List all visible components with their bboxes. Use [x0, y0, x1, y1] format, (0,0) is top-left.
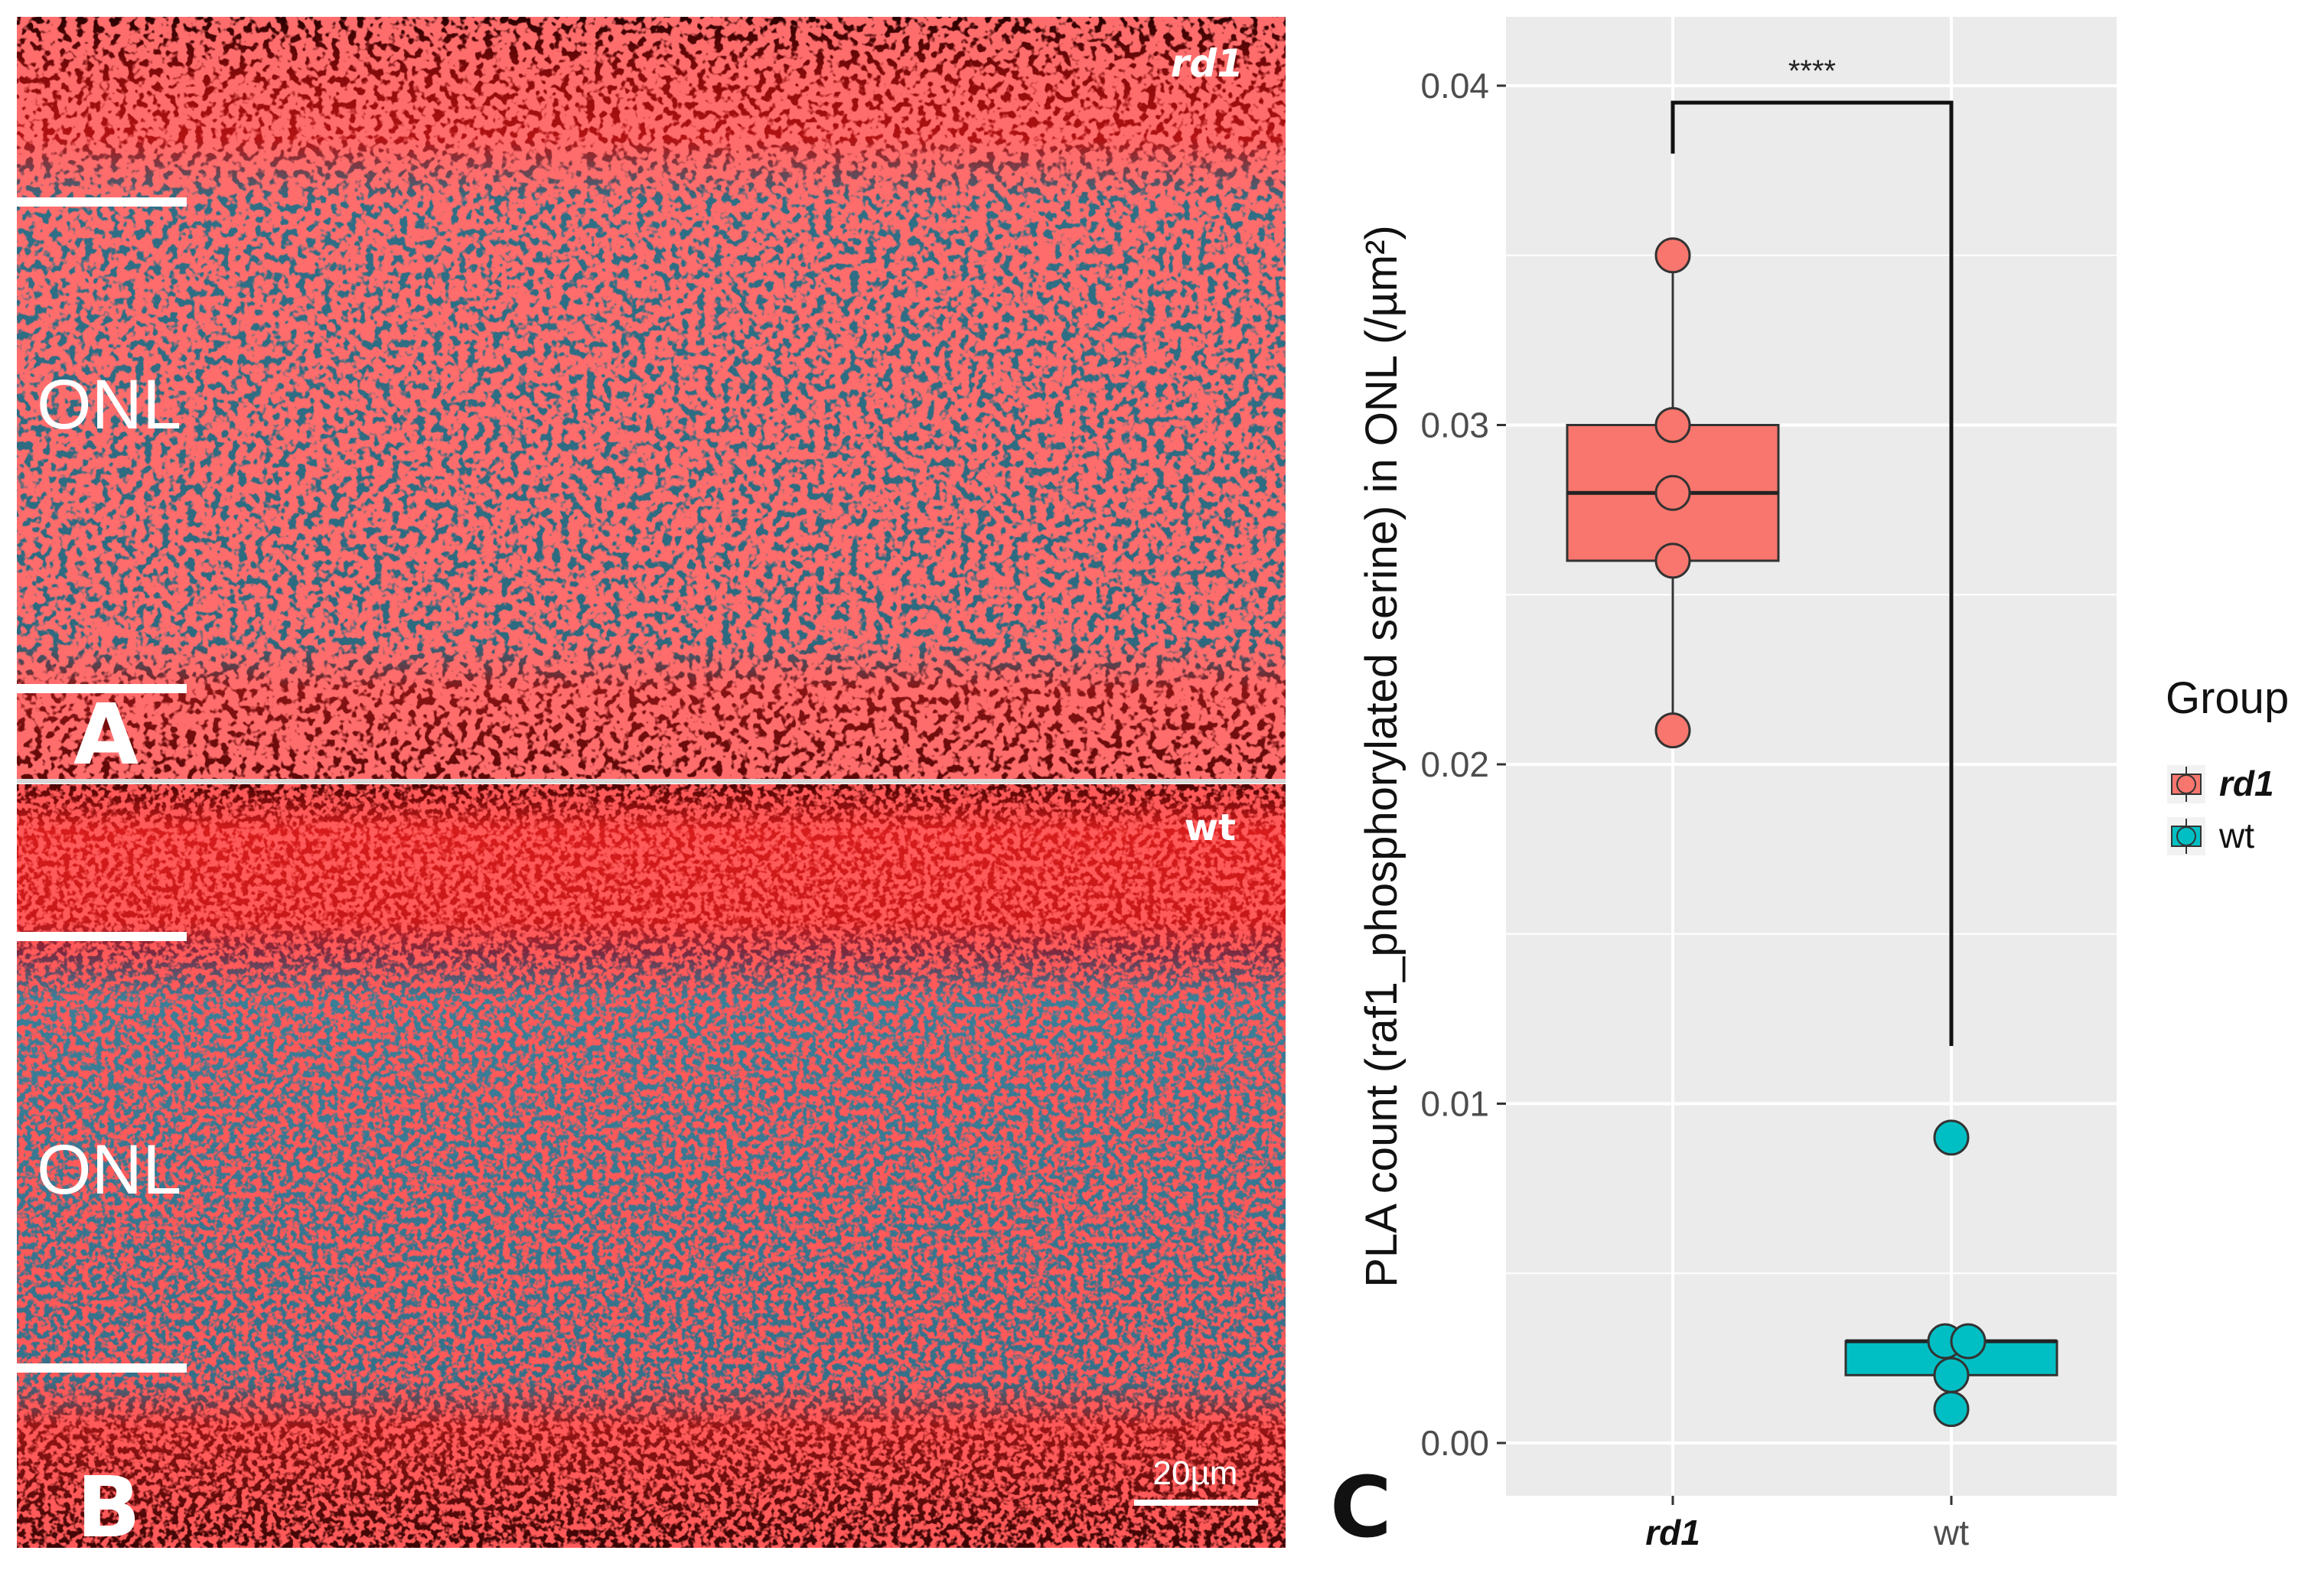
data-point	[1933, 1391, 1970, 1428]
panel-a-onl-label: ONL	[37, 366, 181, 444]
data-point	[1654, 542, 1691, 579]
panel-b-marker-bottom	[17, 1363, 187, 1373]
significance-bracket	[1670, 100, 1954, 1047]
legend-label-rd1: rd1	[2219, 764, 2274, 803]
y-tick-label: 0.02	[1420, 744, 1489, 784]
panel-b-onl-label: ONL	[37, 1131, 181, 1209]
legend-label-wt: wt	[2218, 816, 2254, 855]
grid-minor	[1506, 254, 2117, 1275]
panel-b-tag: wt	[1185, 806, 1236, 849]
panel-a-micrograph	[17, 17, 1286, 780]
data-point	[1654, 407, 1691, 443]
data-point	[1654, 712, 1691, 749]
y-axis-ticks: 0.00 0.01 0.02 0.03 0.04	[1420, 66, 1506, 1463]
data-point	[1933, 1357, 1970, 1393]
scale-bar	[1134, 1500, 1258, 1506]
panel-divider	[17, 779, 1286, 783]
data-point	[1654, 474, 1691, 511]
x-tick-label: rd1	[1645, 1513, 1700, 1552]
y-tick-label: 0.00	[1420, 1423, 1489, 1463]
panel-b-marker-top	[17, 932, 187, 941]
y-axis-label: PLA count (raf1_phosphorylated serine) i…	[1357, 225, 1406, 1287]
y-tick-label: 0.01	[1420, 1084, 1489, 1124]
legend-key-wt	[2167, 817, 2205, 855]
x-axis-ticks: rd1 wt	[1645, 1496, 1969, 1552]
legend-title: Group	[2166, 673, 2289, 723]
panel-b-micrograph	[17, 784, 1286, 1548]
panel-b-letter: B	[77, 1458, 141, 1556]
panel-a-marker-bottom	[17, 684, 187, 693]
scale-bar-label: 20µm	[1153, 1454, 1238, 1492]
data-points	[1654, 237, 1987, 1428]
y-tick-label: 0.04	[1420, 66, 1489, 106]
legend-key-point	[2176, 774, 2196, 794]
data-point	[1654, 237, 1691, 274]
legend-key-point	[2176, 826, 2196, 846]
plot-panel	[1506, 17, 2117, 1496]
significance-bracket-line	[1670, 100, 1954, 1047]
panel-c-letter: C	[1330, 1458, 1392, 1556]
data-point	[1933, 1119, 1970, 1156]
data-point	[1950, 1323, 1987, 1360]
panel-a-tag: rd1	[1171, 41, 1243, 86]
panel-c-chart: **** 0.00 0.01 0.02 0.03 0.04 rd1 wt PLA coun…	[1357, 17, 2289, 1552]
legend-key-rd1	[2167, 765, 2205, 803]
x-tick-label: wt	[1933, 1513, 1969, 1552]
panel-a-marker-top	[17, 197, 187, 207]
y-tick-label: 0.03	[1420, 406, 1489, 445]
panel-a-letter: A	[73, 686, 139, 783]
legend: Group rd1 wt	[2166, 673, 2289, 855]
significance-label: ****	[1788, 54, 1836, 88]
